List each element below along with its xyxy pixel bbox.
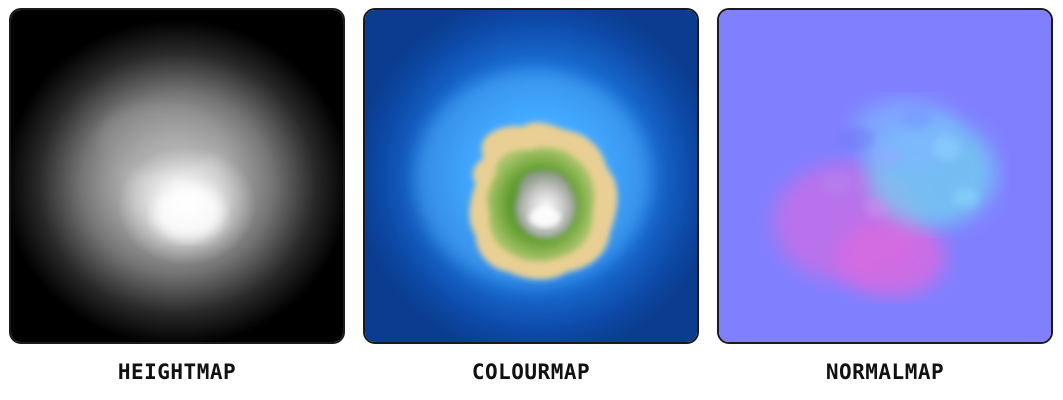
heightmap-caption: HEIGHTMAP xyxy=(117,360,237,384)
normalmap-image xyxy=(719,10,1051,342)
normalmap-panel xyxy=(717,8,1053,344)
colourmap-image xyxy=(365,10,697,342)
normalmap-caption: NORMALMAP xyxy=(825,360,945,384)
heightmap-panel xyxy=(9,8,345,344)
colourmap-caption: COLOURMAP xyxy=(471,360,591,384)
heightmap-image xyxy=(11,10,343,342)
colourmap-panel xyxy=(363,8,699,344)
